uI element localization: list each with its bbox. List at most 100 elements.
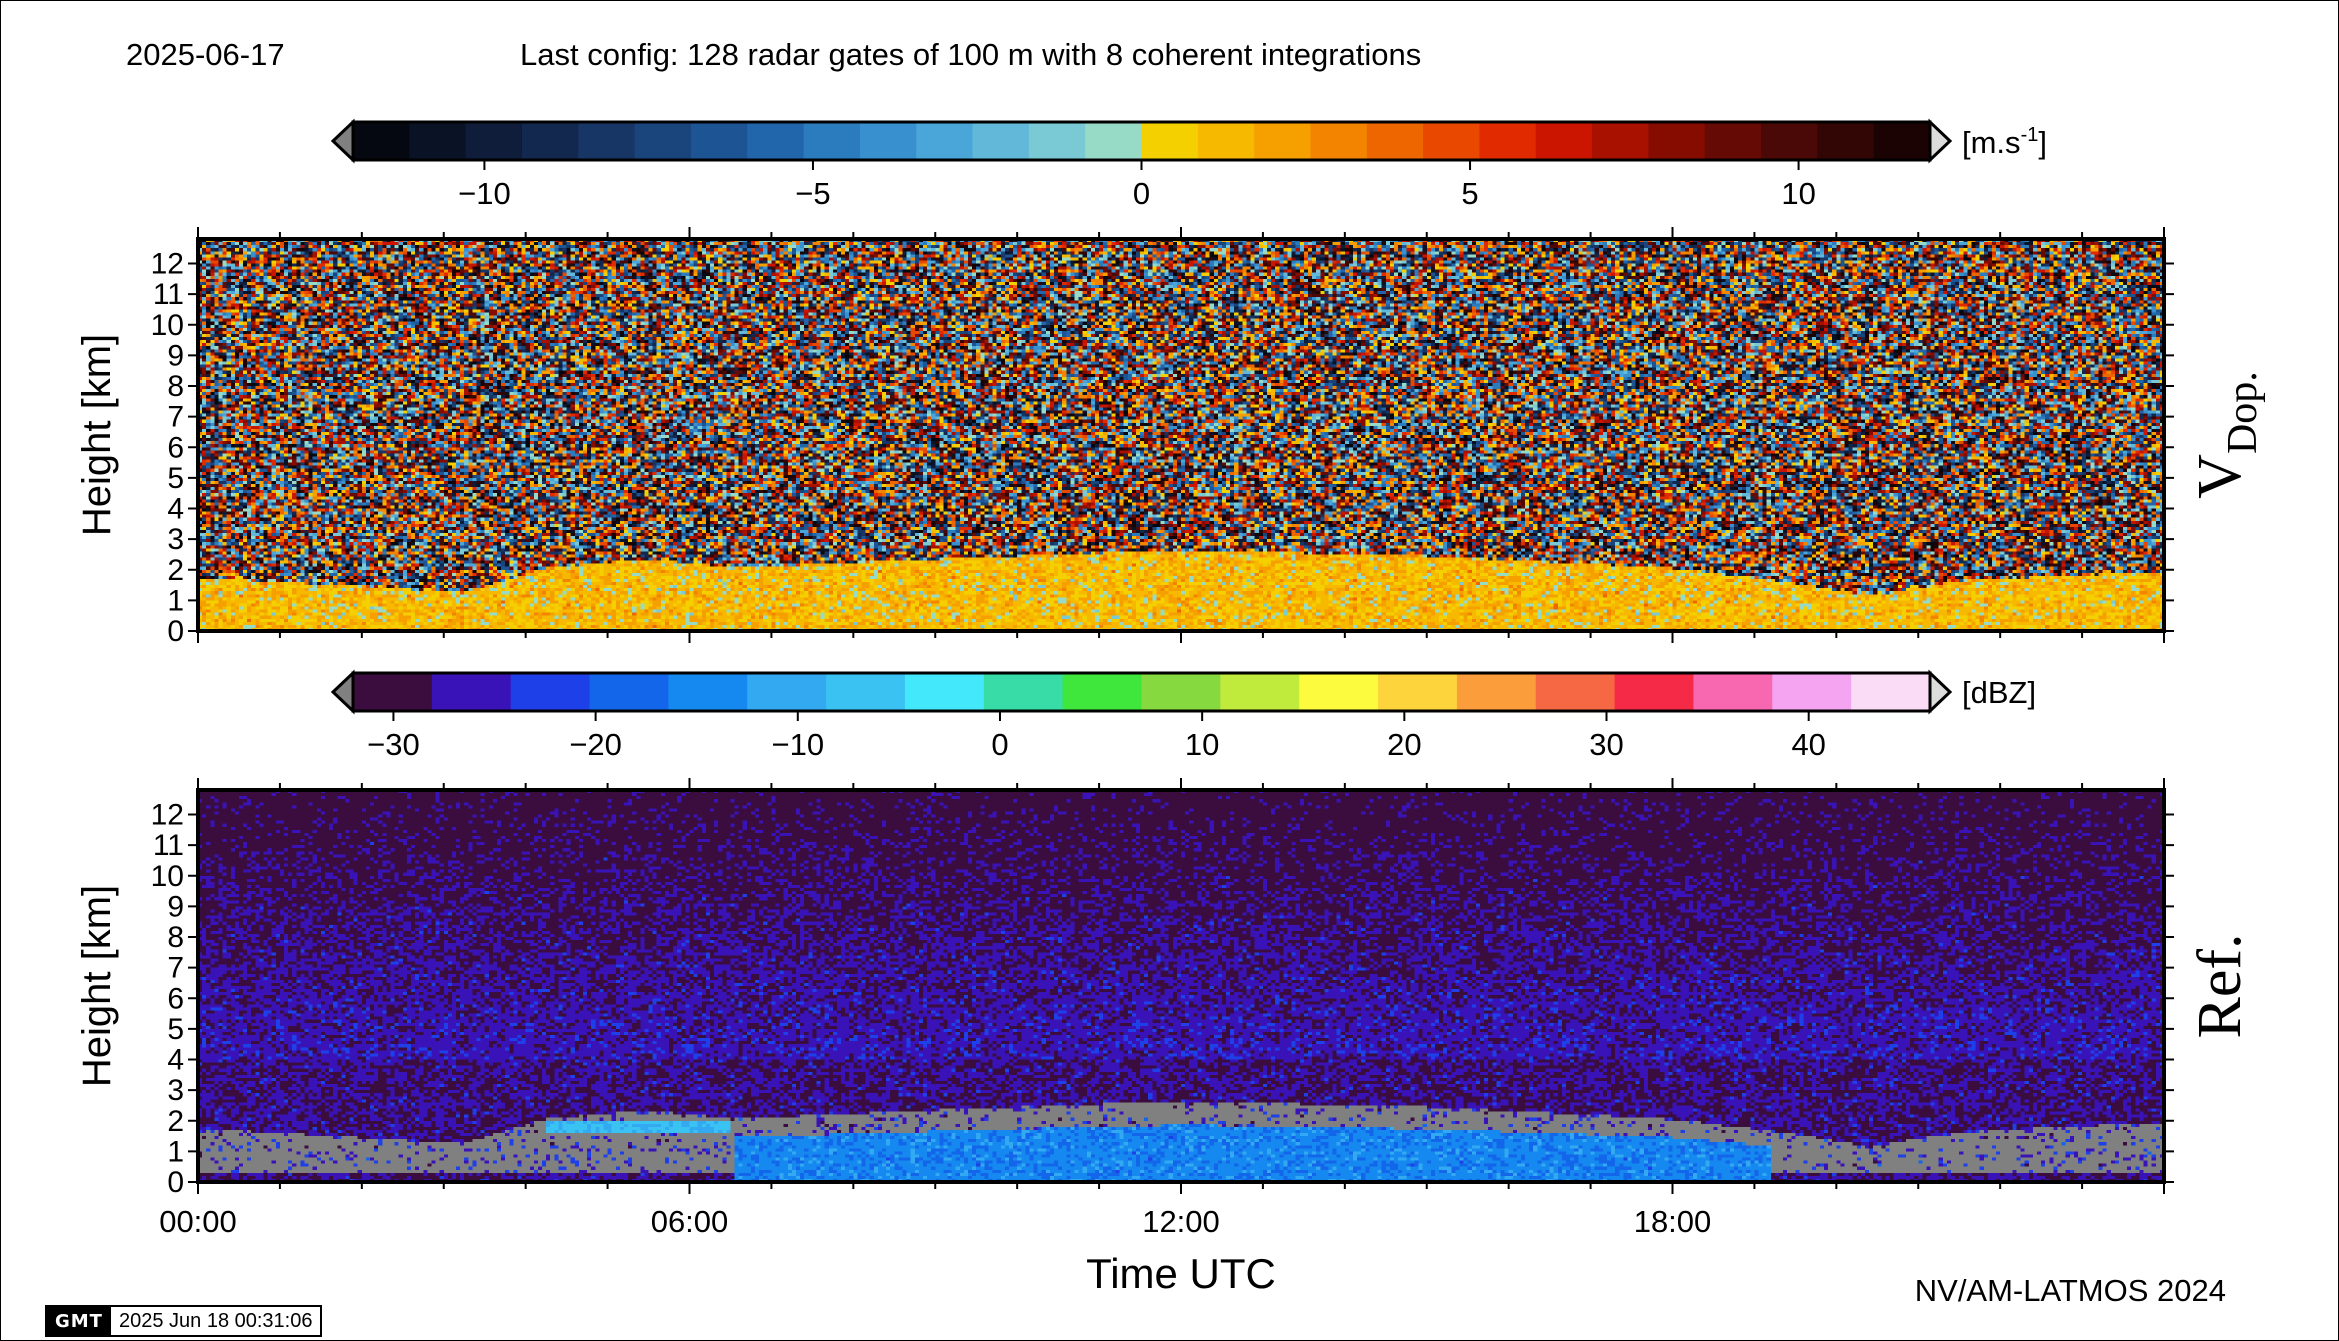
velocity-colorbar-bin — [465, 122, 523, 160]
reflectivity-colorbar-tick-label: 30 — [1589, 727, 1623, 762]
velocity-colorbar-bin — [1761, 122, 1818, 160]
velocity-panel-ylabel: Height [km] — [75, 334, 119, 536]
velocity-colorbar-bin — [690, 122, 748, 160]
reflectivity-colorbar-bin — [1614, 673, 1695, 711]
reflectivity-x-tick-label: 00:00 — [159, 1204, 237, 1239]
reflectivity-y-tick-label: 12 — [151, 799, 184, 832]
velocity-colorbar-bin — [353, 122, 410, 160]
velocity-y-tick-label: 0 — [167, 615, 184, 648]
velocity-colorbar-bin — [1085, 122, 1143, 160]
reflectivity-colorbar-unit: [dBZ] — [1962, 675, 2036, 710]
reflectivity-colorbar-bin — [983, 673, 1064, 711]
reflectivity-colorbar-tick-label: 20 — [1387, 727, 1421, 762]
reflectivity-y-tick-label: 1 — [167, 1135, 184, 1168]
reflectivity-colorbar-bin — [1456, 673, 1537, 711]
velocity-y-tick-label: 1 — [167, 584, 184, 617]
reflectivity-y-tick-label: 4 — [167, 1044, 184, 1077]
gmt-timestamp: 2025 Jun 18 00:31:06 — [110, 1307, 321, 1335]
reflectivity-colorbar-tick-label: 0 — [991, 727, 1008, 762]
credit-label: NV/AM-LATMOS 2024 — [1915, 1273, 2226, 1308]
reflectivity-colorbar-bin — [747, 673, 827, 711]
reflectivity-y-tick-label: 3 — [167, 1074, 184, 1107]
reflectivity-x-tick-label: 06:00 — [651, 1204, 729, 1239]
date-label: 2025-06-17 — [126, 37, 285, 72]
velocity-colorbar-tick-label: 5 — [1461, 176, 1478, 211]
reflectivity-y-tick-label: 7 — [167, 952, 184, 985]
x-axis-label: Time UTC — [1086, 1250, 1276, 1297]
reflectivity-colorbar-bin — [1851, 673, 1931, 711]
velocity-colorbar-bin — [521, 122, 579, 160]
velocity-y-tick-label: 9 — [167, 339, 184, 372]
reflectivity-colorbar-bin — [826, 673, 906, 711]
reflectivity-y-tick-label: 6 — [167, 982, 184, 1015]
velocity-colorbar-tick-label: −10 — [458, 176, 511, 211]
velocity-colorbar-bin — [1873, 122, 1931, 160]
reflectivity-colorbar-bin — [1772, 673, 1852, 711]
velocity-colorbar-tick-label: −5 — [795, 176, 830, 211]
velocity-y-tick-label: 12 — [151, 248, 184, 281]
reflectivity-colorbar-bin — [1062, 673, 1143, 711]
velocity-colorbar-bin — [578, 122, 636, 160]
velocity-panel-label: VDop. — [2186, 371, 2266, 499]
velocity-colorbar-bin — [409, 122, 467, 160]
velocity-heatmap — [198, 239, 2164, 631]
reflectivity-colorbar-bin — [668, 673, 748, 711]
reflectivity-y-tick-label: 0 — [167, 1166, 184, 1199]
velocity-colorbar-bin — [1535, 122, 1593, 160]
gmt-logo: GMT — [47, 1307, 111, 1335]
reflectivity-colorbar-bin — [431, 673, 512, 711]
velocity-colorbar-bin — [1141, 122, 1199, 160]
velocity-y-tick-label: 3 — [167, 523, 184, 556]
velocity-colorbar-bin — [1817, 122, 1875, 160]
velocity-colorbar-bin — [747, 122, 805, 160]
velocity-colorbar-bin — [1197, 122, 1255, 160]
reflectivity-colorbar-bin — [1378, 673, 1458, 711]
velocity-colorbar-bin — [1423, 122, 1481, 160]
reflectivity-colorbar-bin — [510, 673, 591, 711]
reflectivity-panel-label: Ref. — [2186, 933, 2254, 1038]
reflectivity-panel-ylabel: Height [km] — [75, 885, 119, 1087]
reflectivity-colorbar-tick-label: −30 — [367, 727, 420, 762]
velocity-y-tick-label: 4 — [167, 493, 184, 526]
reflectivity-colorbar-bin — [353, 673, 433, 711]
reflectivity-colorbar-bin — [1693, 673, 1773, 711]
velocity-y-tick-label: 6 — [167, 431, 184, 464]
reflectivity-colorbar-bin — [589, 673, 669, 711]
reflectivity-colorbar-bin — [1220, 673, 1300, 711]
velocity-colorbar-under-triangle — [330, 118, 355, 164]
velocity-y-tick-label: 8 — [167, 370, 184, 403]
velocity-colorbar-bin — [1254, 122, 1312, 160]
reflectivity-colorbar-bin — [1299, 673, 1379, 711]
gmt-stamp: GMT 2025 Jun 18 00:31:06 — [45, 1305, 323, 1337]
velocity-colorbar-unit: [m.s-1] — [1962, 124, 2047, 160]
reflectivity-colorbar-tick-label: −20 — [569, 727, 622, 762]
reflectivity-colorbar-tick-label: −10 — [771, 727, 824, 762]
reflectivity-y-tick-label: 8 — [167, 921, 184, 954]
velocity-y-tick-label: 7 — [167, 401, 184, 434]
velocity-colorbar-bin — [1028, 122, 1086, 160]
velocity-colorbar-bin — [859, 122, 917, 160]
velocity-colorbar-bin — [1479, 122, 1537, 160]
reflectivity-colorbar-under-triangle — [330, 669, 355, 715]
velocity-colorbar-bin — [1366, 122, 1424, 160]
velocity-colorbar-bin — [916, 122, 974, 160]
reflectivity-x-tick-label: 12:00 — [1142, 1204, 1220, 1239]
velocity-colorbar-bin — [1704, 122, 1762, 160]
velocity-y-tick-label: 10 — [151, 309, 184, 342]
velocity-colorbar-tick-label: 10 — [1781, 176, 1815, 211]
reflectivity-y-tick-label: 2 — [167, 1105, 184, 1138]
reflectivity-y-tick-label: 9 — [167, 890, 184, 923]
velocity-colorbar: −10 −5 0 5 10 [m.s-1] — [330, 118, 2047, 211]
velocity-colorbar-tick-label: 0 — [1133, 176, 1150, 211]
velocity-colorbar-bin — [972, 122, 1030, 160]
reflectivity-y-tick-label: 11 — [153, 829, 184, 862]
velocity-colorbar-over-triangle — [1928, 118, 1953, 164]
reflectivity-colorbar-over-triangle — [1928, 669, 1953, 715]
velocity-colorbar-bin — [803, 122, 861, 160]
reflectivity-y-tick-label: 10 — [151, 860, 184, 893]
velocity-colorbar-bin — [1592, 122, 1649, 160]
velocity-colorbar-bin — [634, 122, 692, 160]
